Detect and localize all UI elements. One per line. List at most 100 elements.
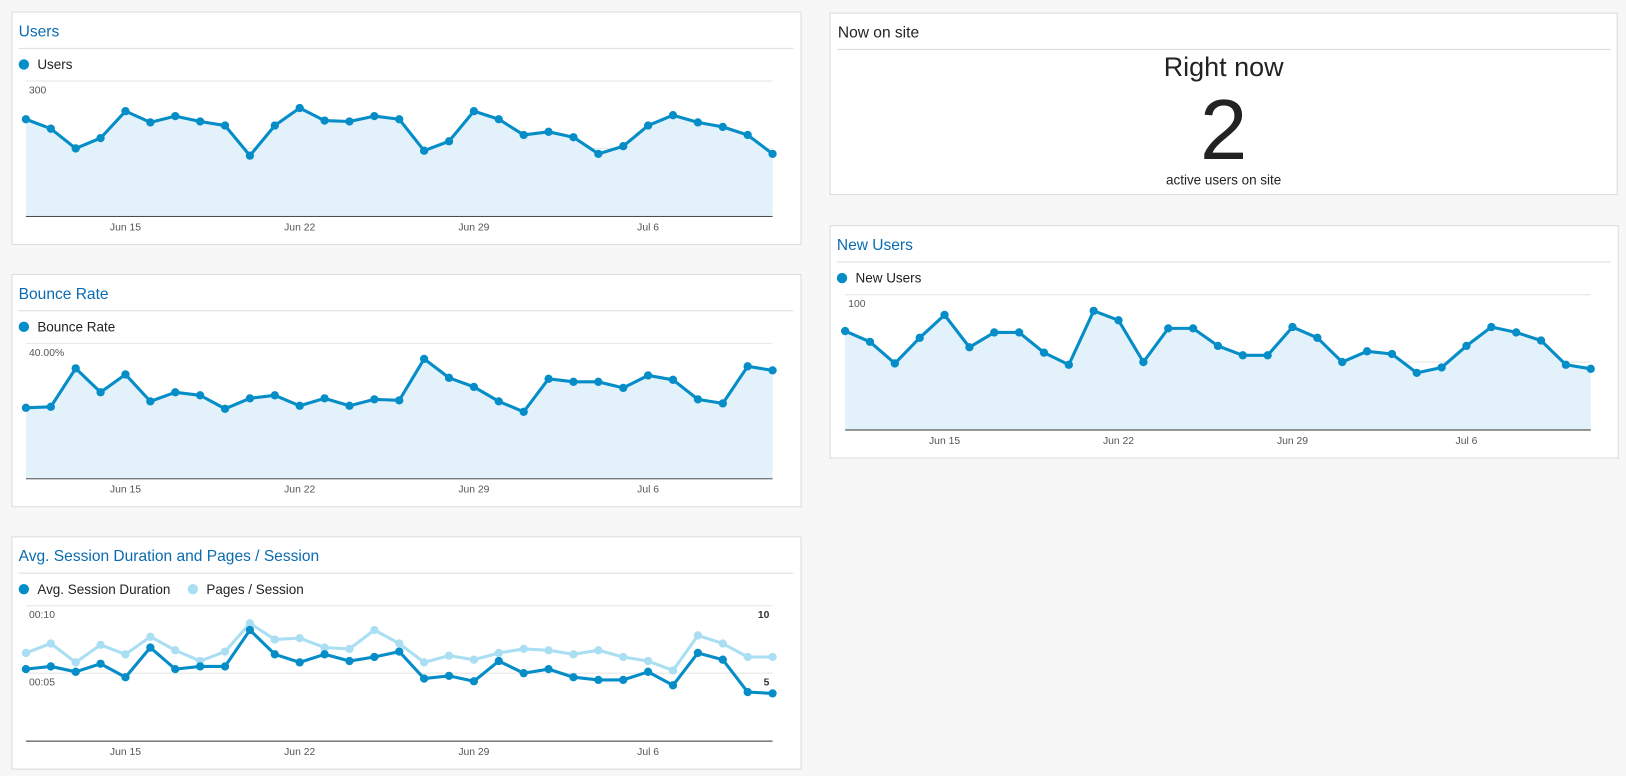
point — [569, 650, 578, 659]
y-tick-label: 100 — [848, 299, 866, 310]
point — [444, 651, 454, 660]
point — [1338, 357, 1347, 367]
point — [668, 375, 678, 384]
point — [1288, 322, 1297, 332]
point — [121, 107, 130, 116]
point — [46, 124, 55, 133]
legend-marker — [187, 583, 199, 595]
point — [990, 328, 999, 337]
point — [195, 391, 205, 400]
area — [25, 358, 773, 479]
point — [569, 133, 578, 142]
point — [295, 658, 304, 667]
point — [718, 122, 727, 132]
point — [693, 118, 703, 127]
point — [718, 639, 727, 648]
realtime-caption: active users on site — [1166, 173, 1281, 188]
point — [370, 652, 379, 662]
point — [295, 401, 304, 410]
point — [1188, 324, 1198, 333]
point — [121, 370, 130, 379]
point — [544, 646, 553, 655]
point — [519, 130, 528, 140]
chart-title: New Users — [837, 237, 913, 254]
point — [345, 644, 354, 654]
point — [469, 107, 479, 116]
point — [1039, 348, 1049, 357]
point — [121, 673, 130, 682]
point — [619, 652, 628, 662]
point — [743, 362, 752, 371]
point — [643, 121, 653, 130]
point — [345, 401, 354, 410]
point — [569, 377, 578, 386]
x-tick-label: Jun 22 — [284, 222, 315, 233]
point — [96, 659, 105, 668]
point — [245, 625, 255, 635]
point — [494, 115, 503, 124]
point — [1213, 341, 1223, 351]
point — [1412, 368, 1421, 378]
point — [96, 133, 105, 143]
point — [345, 117, 354, 126]
point — [768, 366, 777, 375]
point — [469, 655, 479, 664]
point — [594, 675, 603, 685]
point — [220, 404, 230, 413]
point — [220, 647, 230, 656]
point — [1089, 306, 1098, 315]
point — [743, 130, 752, 140]
point — [519, 407, 528, 416]
point — [643, 371, 653, 380]
point — [1014, 328, 1024, 337]
point — [71, 364, 80, 373]
point — [71, 667, 80, 676]
point — [195, 117, 205, 126]
point — [840, 326, 850, 336]
legend-label: Avg. Session Duration — [37, 582, 170, 597]
legend-label: Bounce Rate — [37, 319, 115, 334]
point — [96, 640, 105, 650]
legend-label: Users — [37, 57, 72, 72]
point — [146, 118, 155, 127]
point — [693, 395, 703, 404]
point — [668, 111, 678, 120]
x-tick-label: Jun 29 — [458, 747, 489, 758]
point — [768, 149, 777, 158]
point — [146, 643, 155, 652]
point — [46, 402, 55, 411]
point — [1387, 349, 1397, 359]
legend-label: Pages / Session — [206, 582, 303, 597]
legend-label: New Users — [856, 271, 922, 286]
point — [865, 337, 875, 347]
point — [21, 648, 31, 658]
point — [345, 656, 354, 666]
chart-title: Avg. Session Duration and Pages / Sessio… — [19, 548, 319, 565]
point — [270, 391, 279, 400]
point — [1139, 357, 1148, 367]
point — [1238, 351, 1247, 360]
point — [594, 646, 603, 655]
point — [370, 625, 379, 635]
point — [395, 647, 404, 656]
point — [1114, 316, 1123, 325]
x-tick-label: Jun 15 — [110, 485, 141, 496]
area — [845, 310, 1591, 430]
x-tick-label: Jun 22 — [284, 485, 315, 496]
x-tick-label: Jun 29 — [1277, 436, 1308, 447]
point — [619, 142, 628, 151]
point — [171, 388, 180, 397]
x-tick-label: Jun 15 — [929, 436, 960, 447]
point — [444, 137, 454, 146]
point — [270, 121, 279, 130]
point — [718, 399, 727, 408]
point — [444, 671, 454, 681]
point — [146, 632, 155, 641]
point — [71, 144, 80, 153]
point — [594, 377, 603, 386]
x-tick-label: Jun 22 — [1103, 436, 1134, 447]
point — [494, 397, 503, 406]
point — [171, 664, 180, 674]
point — [743, 687, 752, 697]
point — [965, 343, 974, 352]
